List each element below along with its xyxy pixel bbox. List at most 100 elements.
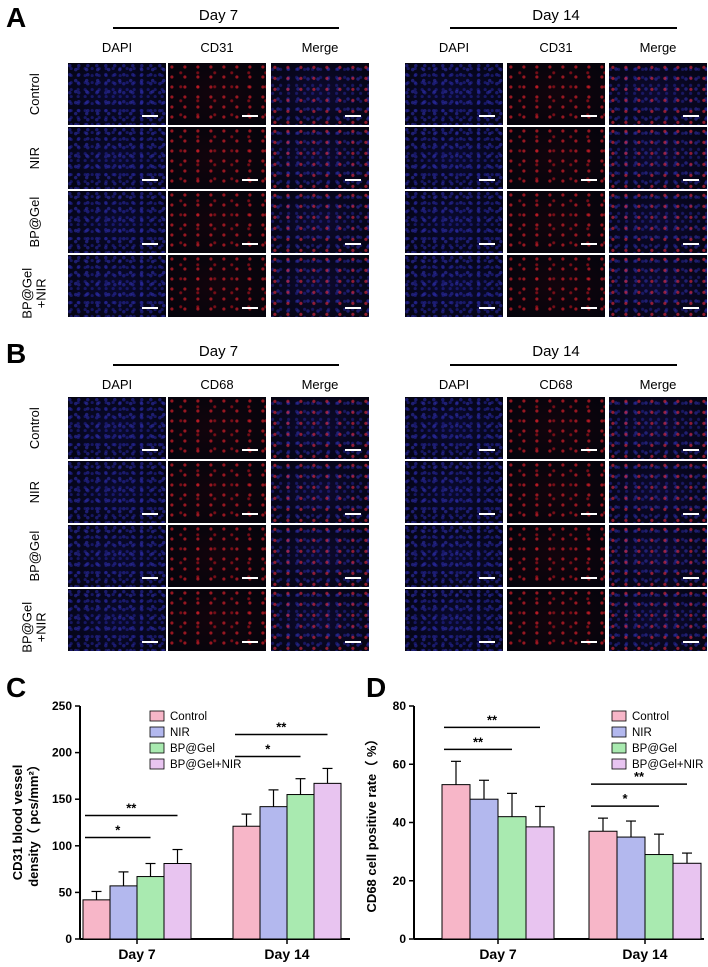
micrograph-tile [271,589,369,651]
legend-label: BP@Gel [632,743,677,755]
y-axis-label: CD31 blood vesseldensity（ pcs/mm²） [10,758,41,887]
micrograph-tile [405,397,503,459]
bar [136,876,165,940]
bar [525,826,555,940]
bar [109,885,138,940]
bar [672,862,702,940]
legend-swatch [611,710,627,722]
micrograph-tile [507,525,605,587]
x-category-label: Day 7 [479,946,517,962]
significance-label: ** [473,734,484,749]
micrograph-tile [405,461,503,523]
y-tick-label: 200 [52,746,72,760]
bar [441,784,471,940]
micrograph-tile [507,191,605,253]
bar [286,794,315,940]
chart-cd68-positive-rate: 0 20 40 60 80 CD68 cell positive rate（ %） Day … [364,699,704,962]
micrograph-tile [405,63,503,125]
legend-swatch [611,758,627,770]
y-tick-label: 60 [393,757,407,771]
micrograph-tile [507,397,605,459]
micrograph-tile [405,589,503,651]
micrograph-tile [507,63,605,125]
micrograph-tile [168,397,266,459]
micrograph-tile [271,461,369,523]
legend-swatch [149,742,165,754]
bar [588,830,618,940]
legend-swatch [149,726,165,738]
micrograph-tile [609,525,707,587]
x-category-label: Day 7 [118,946,156,962]
day-label: Day 14 [532,343,580,360]
day-bracket-line [113,27,339,29]
micrograph-tile [168,461,266,523]
micrograph-tile [68,461,166,523]
channel-label: Merge [639,40,677,55]
channel-label: Merge [301,377,339,392]
y-axis-label: CD68 cell positive rate（ %） [364,733,379,913]
micrograph-tile [405,191,503,253]
legend-swatch [149,710,165,722]
day-label: Day 7 [198,7,239,24]
legend-label: Control [632,711,669,723]
micrograph-tile [68,191,166,253]
micrograph-tile [168,525,266,587]
y-tick-label: 100 [52,839,72,853]
micrograph-tile [168,127,266,189]
day-label: Day 14 [532,7,580,24]
micrograph-tile [271,63,369,125]
bar [497,816,527,940]
day-bracket-line [450,27,677,29]
day-bracket-line [450,364,677,366]
channel-label: Merge [639,377,677,392]
micrograph-tile [609,397,707,459]
legend-label: NIR [632,727,652,739]
y-tick-label: 20 [393,874,407,888]
y-tick-label: 250 [52,699,72,713]
panel-label-c: C [6,672,27,703]
y-axis-label-line: density（ pcs/mm²） [26,758,41,887]
chart-cd31-density: 0 50 100 150 200 250 CD31 blood vesseldensity（… [10,699,350,962]
bar [616,836,646,940]
bar [82,899,111,940]
channel-label: CD68 [539,377,573,392]
micrograph-tile [68,255,166,317]
significance-label: ** [634,769,645,784]
micrograph-tile [68,397,166,459]
y-tick-label: 0 [399,932,406,946]
y-tick-label: 150 [52,792,72,806]
y-tick-label: 0 [65,932,72,946]
micrograph-tile [68,127,166,189]
panel-label-d: D [366,672,387,703]
micrograph-tile [507,127,605,189]
legend-label: NIR [170,727,190,739]
micrograph-tile [609,255,707,317]
significance-label: * [265,741,271,756]
channel-label: CD31 [539,40,573,55]
y-tick-label: 40 [393,816,407,830]
significance-label: ** [126,801,137,816]
micrograph-tile [507,461,605,523]
micrograph-tile [271,525,369,587]
micrograph-tile [405,255,503,317]
row-label: BP@Gel [26,530,42,582]
channel-label: Merge [301,40,339,55]
row-label: NIR [26,146,42,170]
channel-label: DAPI [101,377,133,392]
micrograph-tile [68,63,166,125]
significance-label: ** [276,719,287,734]
row-label: BP@Gel +NIR [19,267,49,319]
bar [644,854,674,940]
day-bracket-line [113,364,339,366]
x-category-label: Day 14 [264,946,309,962]
legend-swatch [149,758,165,770]
row-label: BP@Gel [26,196,42,248]
bar [259,806,288,940]
bar [313,782,342,940]
micrograph-tile [507,255,605,317]
legend-swatch [611,726,627,738]
row-label: Control [26,407,42,450]
micrograph-tile [68,525,166,587]
legend-label: BP@Gel+NIR [170,759,241,771]
bar [232,825,261,940]
